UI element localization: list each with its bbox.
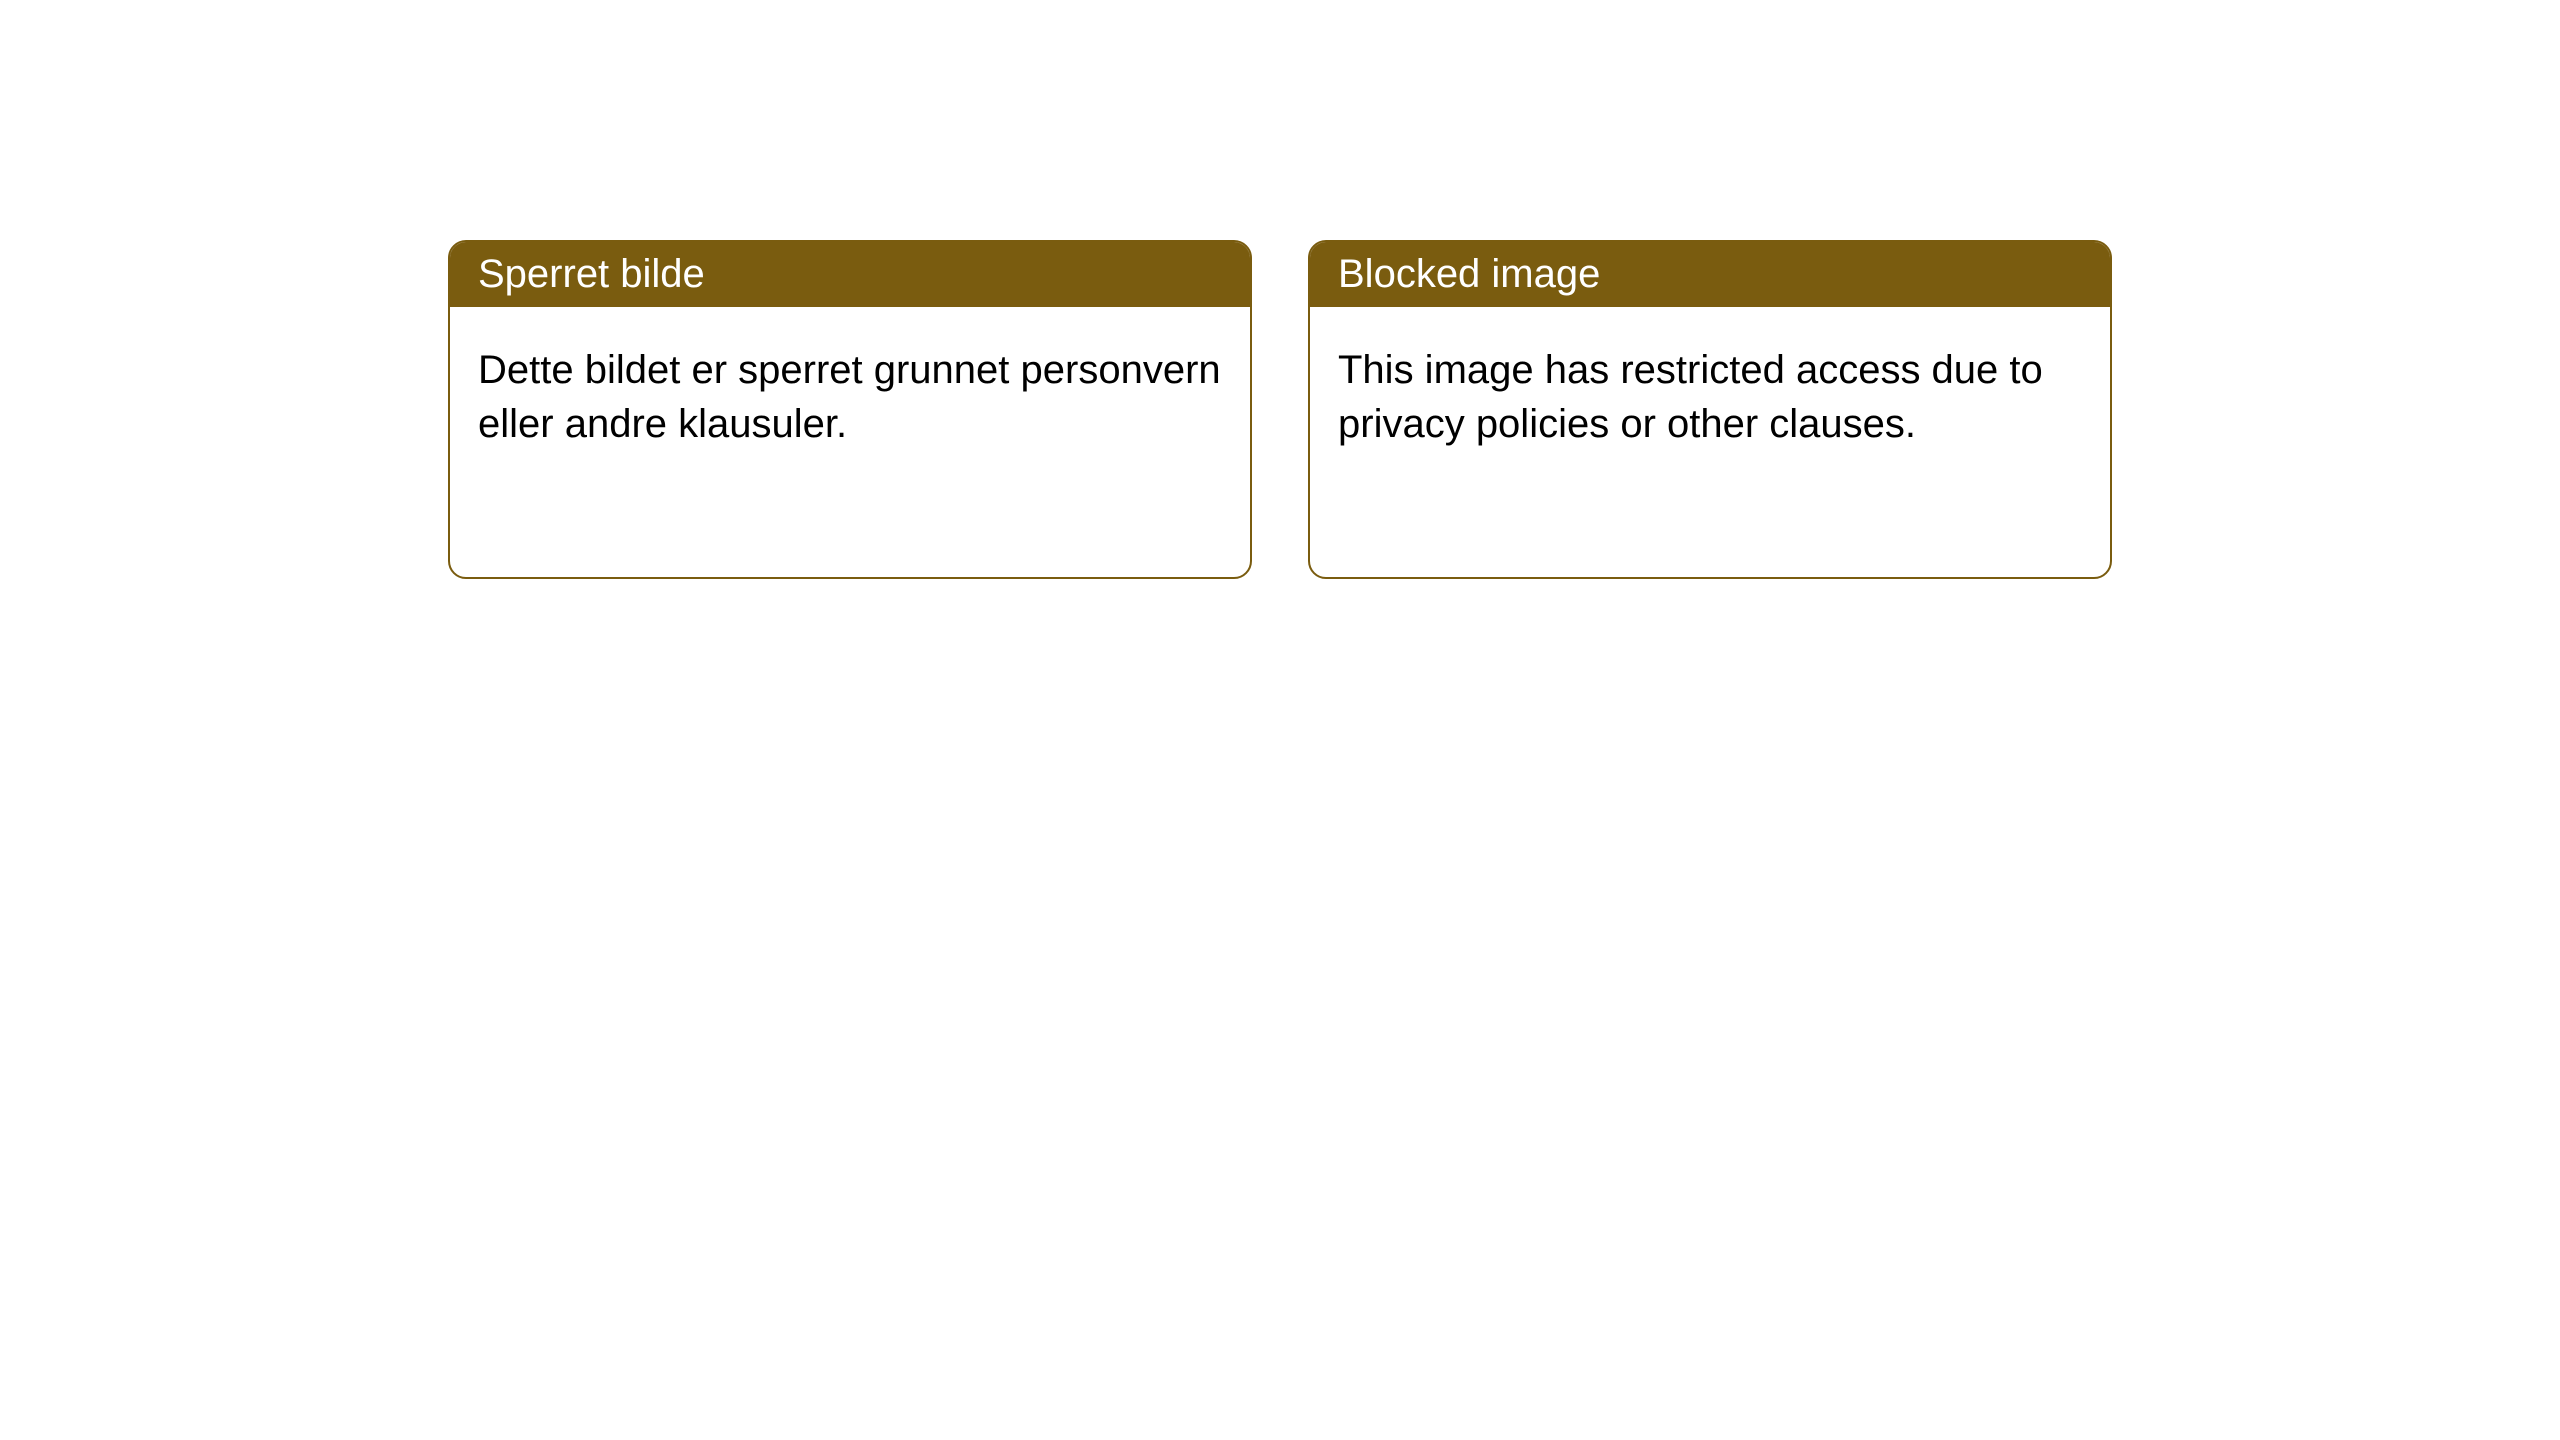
notice-card-english: Blocked image This image has restricted … xyxy=(1308,240,2112,579)
notice-body-english: This image has restricted access due to … xyxy=(1310,307,2110,577)
notice-title-english: Blocked image xyxy=(1310,242,2110,307)
notice-body-norwegian: Dette bildet er sperret grunnet personve… xyxy=(450,307,1250,577)
notice-title-norwegian: Sperret bilde xyxy=(450,242,1250,307)
notice-container: Sperret bilde Dette bildet er sperret gr… xyxy=(448,240,2112,579)
notice-card-norwegian: Sperret bilde Dette bildet er sperret gr… xyxy=(448,240,1252,579)
